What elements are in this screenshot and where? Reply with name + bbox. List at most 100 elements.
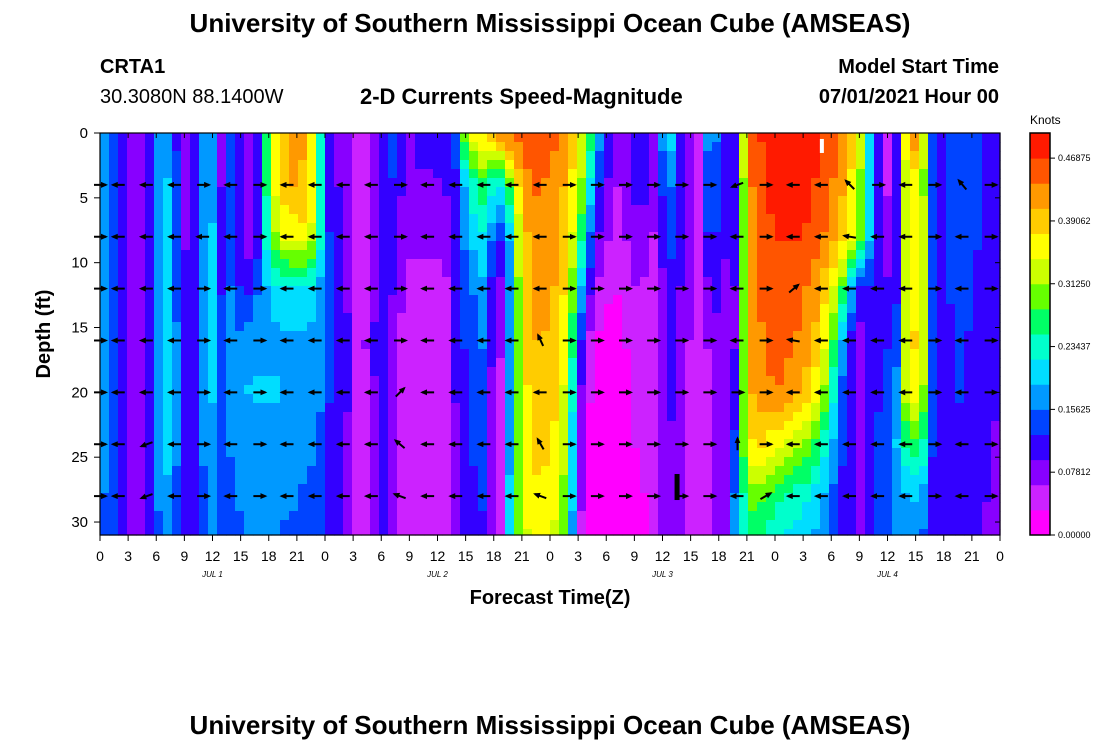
speed-cell xyxy=(586,295,596,305)
speed-cell xyxy=(316,241,326,251)
speed-cell xyxy=(622,376,632,386)
speed-cell xyxy=(325,142,335,152)
speed-cell xyxy=(811,484,821,494)
speed-cell xyxy=(100,331,110,341)
station-id: CRTA1 xyxy=(100,56,166,78)
speed-cell xyxy=(622,340,632,350)
speed-cell xyxy=(730,223,740,233)
speed-cell xyxy=(613,349,623,359)
speed-cell xyxy=(739,133,749,143)
speed-cell xyxy=(181,169,191,179)
speed-cell xyxy=(505,223,515,233)
speed-cell xyxy=(703,178,713,188)
speed-cell xyxy=(118,142,128,152)
speed-cell xyxy=(802,169,812,179)
speed-cell xyxy=(226,511,236,521)
speed-cell xyxy=(802,349,812,359)
y-axis-label: Depth (ft) xyxy=(33,290,55,379)
speed-cell xyxy=(883,232,893,242)
speed-cell xyxy=(595,304,605,314)
speed-cell xyxy=(577,313,587,323)
speed-cell xyxy=(145,493,155,503)
speed-cell xyxy=(370,394,380,404)
speed-cell xyxy=(478,241,488,251)
speed-cell xyxy=(982,286,992,296)
speed-cell xyxy=(757,286,767,296)
speed-cell xyxy=(955,196,965,206)
speed-cell xyxy=(262,511,272,521)
speed-cell xyxy=(973,178,983,188)
speed-cell xyxy=(388,214,398,224)
speed-cell xyxy=(667,286,677,296)
speed-cell xyxy=(901,304,911,314)
speed-cell xyxy=(307,511,317,521)
speed-cell xyxy=(550,439,560,449)
speed-cell xyxy=(640,196,650,206)
speed-cell xyxy=(145,520,155,530)
speed-cell xyxy=(415,268,425,278)
speed-cell xyxy=(937,376,947,386)
speed-cell xyxy=(838,421,848,431)
speed-cell xyxy=(190,133,200,143)
speed-cell xyxy=(433,187,443,197)
speed-cell xyxy=(505,259,515,269)
speed-cell xyxy=(793,475,803,485)
speed-cell xyxy=(982,151,992,161)
speed-cell xyxy=(415,358,425,368)
speed-cell xyxy=(577,232,587,242)
speed-cell xyxy=(757,205,767,215)
speed-cell xyxy=(937,133,947,143)
speed-cell xyxy=(604,214,614,224)
speed-cell xyxy=(874,268,884,278)
speed-cell xyxy=(730,295,740,305)
speed-cell xyxy=(703,313,713,323)
speed-cell xyxy=(433,295,443,305)
speed-cell xyxy=(649,403,659,413)
speed-cell xyxy=(613,277,623,287)
speed-cell xyxy=(154,169,164,179)
speed-cell xyxy=(550,151,560,161)
speed-cell xyxy=(973,241,983,251)
speed-cell xyxy=(235,151,245,161)
speed-cell xyxy=(208,160,218,170)
speed-cell xyxy=(118,376,128,386)
speed-cell xyxy=(487,376,497,386)
speed-cell xyxy=(739,484,749,494)
speed-cell xyxy=(784,367,794,377)
speed-cell xyxy=(658,178,668,188)
colorbar-swatch xyxy=(1030,183,1050,209)
speed-cell xyxy=(109,178,119,188)
speed-cell xyxy=(865,241,875,251)
speed-cell xyxy=(757,466,767,476)
speed-cell xyxy=(352,412,362,422)
speed-cell xyxy=(604,385,614,395)
speed-cell xyxy=(766,484,776,494)
speed-cell xyxy=(298,511,308,521)
speed-cell xyxy=(532,358,542,368)
speed-cell xyxy=(622,169,632,179)
speed-cell xyxy=(919,250,929,260)
speed-cell xyxy=(901,448,911,458)
speed-cell xyxy=(955,358,965,368)
speed-cell xyxy=(910,448,920,458)
speed-cell xyxy=(559,430,569,440)
speed-cell xyxy=(676,322,686,332)
x-tick-label: 6 xyxy=(827,548,835,564)
speed-cell xyxy=(100,349,110,359)
speed-cell xyxy=(550,250,560,260)
speed-cell xyxy=(388,520,398,530)
speed-cell xyxy=(919,457,929,467)
speed-cell xyxy=(172,475,182,485)
speed-cell xyxy=(874,376,884,386)
speed-cell xyxy=(739,250,749,260)
speed-cell xyxy=(379,376,389,386)
speed-cell xyxy=(586,421,596,431)
speed-cell xyxy=(100,511,110,521)
speed-cell xyxy=(784,313,794,323)
speed-cell xyxy=(847,286,857,296)
speed-cell xyxy=(541,268,551,278)
speed-cell xyxy=(460,250,470,260)
speed-cell xyxy=(109,331,119,341)
speed-cell xyxy=(442,268,452,278)
speed-cell xyxy=(982,223,992,233)
